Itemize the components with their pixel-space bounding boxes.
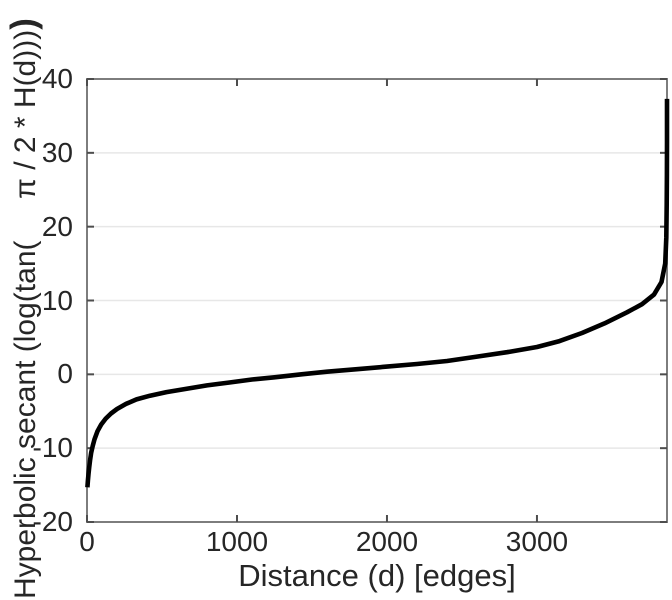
y-tick-label: 20: [41, 210, 73, 242]
y-tick-label: 0: [57, 358, 73, 390]
series-hyperbolic-secant-transform: [85, 98, 670, 488]
x-tick-label: 0: [79, 526, 95, 557]
x-axis-label: Distance (d) [edges]: [238, 558, 516, 593]
y-tick-label: 40: [41, 63, 73, 94]
y-tick-label: 30: [41, 136, 73, 168]
y-tick-label: 10: [41, 284, 73, 316]
y-tick-label: -20: [32, 506, 73, 537]
x-tick-label: 1000: [205, 526, 269, 557]
y-tick-label: -10: [32, 432, 73, 464]
x-tick-label: 3000: [505, 526, 569, 557]
y-axis-label-bold-paren: ): [4, 18, 43, 30]
x-tick-label: 2000: [355, 526, 419, 557]
